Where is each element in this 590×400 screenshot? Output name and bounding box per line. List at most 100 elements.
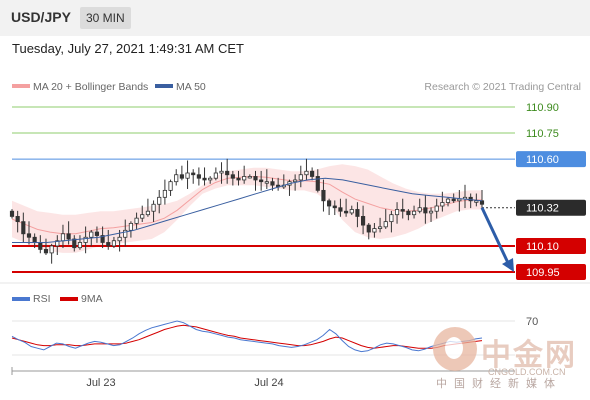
candle-body bbox=[55, 240, 60, 247]
candle-body bbox=[400, 209, 405, 212]
candle-body bbox=[43, 249, 49, 254]
legend-swatch-bollinger bbox=[12, 84, 30, 88]
candle-body bbox=[117, 236, 122, 242]
candle-body bbox=[26, 233, 32, 238]
legend-label-rsi: RSI bbox=[33, 293, 51, 305]
candle-body bbox=[270, 181, 275, 186]
x-tick-label-jul23: Jul 23 bbox=[86, 377, 115, 389]
candle-body bbox=[174, 174, 179, 183]
candle-body bbox=[140, 214, 145, 219]
candle-body bbox=[162, 189, 167, 198]
candle-body bbox=[208, 177, 213, 181]
candle-body bbox=[179, 174, 184, 179]
level-tag-110.60 bbox=[516, 151, 586, 168]
candle-body bbox=[349, 209, 354, 214]
candle-body bbox=[32, 236, 37, 243]
candle-body bbox=[72, 238, 77, 249]
source-credit: Research © 2021 Trading Central bbox=[424, 81, 581, 93]
legend-label-rsi-ma: 9MA bbox=[81, 293, 103, 305]
candle-body bbox=[366, 224, 371, 233]
candle-body bbox=[411, 210, 417, 216]
candle-body bbox=[264, 181, 269, 184]
candle-body bbox=[321, 189, 326, 202]
candle-body bbox=[327, 200, 332, 207]
candle-body bbox=[185, 172, 190, 179]
chart-header: USD/JPY 30 MIN bbox=[0, 0, 590, 36]
candle-body bbox=[383, 221, 388, 228]
candle-body bbox=[15, 216, 20, 223]
level-label-110.90: 110.90 bbox=[526, 102, 559, 114]
candle-body bbox=[253, 176, 258, 181]
candle-body bbox=[60, 233, 66, 242]
candle-body bbox=[230, 174, 235, 179]
level-label-110.10: 110.10 bbox=[526, 241, 559, 253]
candle-body bbox=[89, 231, 94, 238]
candle-body bbox=[21, 221, 26, 235]
candle-body bbox=[451, 198, 456, 202]
candle-body bbox=[66, 233, 71, 240]
candle-body bbox=[457, 198, 462, 202]
candle-body bbox=[417, 207, 422, 212]
candle-body bbox=[372, 228, 377, 233]
legend-label-ma50: MA 50 bbox=[176, 81, 206, 93]
candle-body bbox=[259, 179, 264, 183]
candle-body bbox=[445, 198, 451, 203]
candle-body bbox=[406, 210, 411, 216]
price-levels bbox=[12, 106, 515, 273]
candle-body bbox=[168, 181, 173, 191]
candle-body bbox=[344, 210, 349, 214]
candle-body bbox=[434, 205, 439, 212]
candle-body bbox=[242, 176, 247, 181]
candle-body bbox=[236, 177, 241, 181]
candle-body bbox=[440, 202, 445, 207]
candle-body bbox=[38, 242, 43, 250]
candle-body bbox=[77, 242, 83, 249]
candle-body bbox=[315, 176, 320, 191]
chart-timestamp: Tuesday, July 27, 2021 1:49:31 AM CET bbox=[12, 41, 244, 56]
legend-swatch-ma50 bbox=[155, 84, 173, 88]
candle-body bbox=[94, 231, 100, 236]
candle-body bbox=[83, 236, 88, 243]
candle-body bbox=[423, 207, 428, 214]
candle-body bbox=[219, 170, 224, 174]
rsi-tick-70: 70 bbox=[526, 316, 538, 328]
forecast-arrow bbox=[480, 207, 514, 272]
candle-body bbox=[111, 240, 117, 247]
last-price-tag bbox=[516, 199, 586, 216]
candle-body bbox=[394, 209, 400, 216]
candle-body bbox=[191, 172, 196, 176]
candle-body bbox=[338, 207, 343, 212]
watermark-logo-text: 中金网 bbox=[481, 338, 577, 373]
rsi-ma-line bbox=[11, 324, 483, 349]
candle-body bbox=[134, 217, 139, 224]
candle-body bbox=[298, 174, 303, 181]
candle-body bbox=[128, 222, 133, 231]
last-price-label: 110.32 bbox=[526, 203, 559, 215]
candle-body bbox=[213, 172, 218, 179]
forecast-arrow-head bbox=[502, 258, 514, 272]
candle-body bbox=[106, 242, 111, 247]
candle-body bbox=[389, 214, 394, 223]
level-label-109.95: 109.95 bbox=[526, 267, 560, 279]
legend-label-bollinger: MA 20 + Bollinger Bands bbox=[33, 81, 148, 93]
candle-body bbox=[310, 170, 315, 177]
watermark-logo-icon bbox=[433, 327, 477, 371]
candle-body bbox=[100, 235, 105, 243]
candle-body bbox=[377, 226, 383, 229]
candle-body bbox=[474, 200, 479, 203]
bollinger-band-area bbox=[12, 164, 482, 253]
bollinger-bands bbox=[11, 164, 482, 253]
candle-body bbox=[293, 179, 298, 183]
candle-body bbox=[123, 229, 128, 238]
x-tick-label-jul24: Jul 24 bbox=[254, 377, 283, 389]
level-label-110.75: 110.75 bbox=[526, 128, 559, 140]
watermark-subtitle: 中国财经新媒体 bbox=[436, 377, 562, 390]
level-tag-110.10 bbox=[516, 237, 586, 254]
candle-body bbox=[196, 174, 201, 179]
timeframe-badge[interactable]: 30 MIN bbox=[80, 7, 131, 29]
candle-body bbox=[332, 205, 337, 209]
legend-swatch-rsi bbox=[12, 297, 30, 301]
candlesticks bbox=[9, 158, 485, 264]
candle-body bbox=[202, 177, 207, 181]
